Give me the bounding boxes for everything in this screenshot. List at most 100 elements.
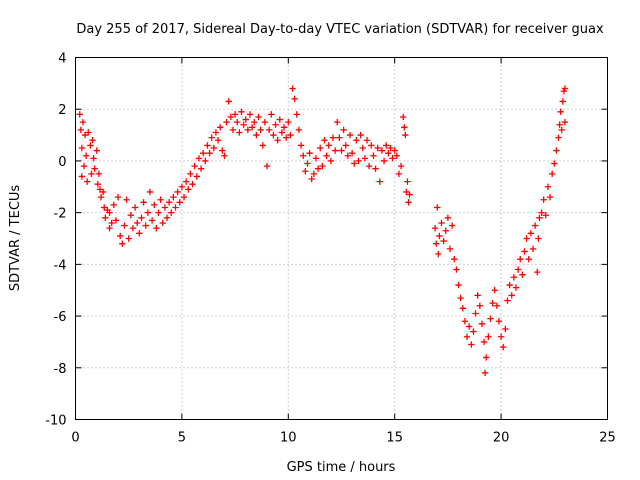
data-point: [244, 126, 252, 134]
data-point: [178, 183, 186, 190]
data-point: [208, 134, 215, 141]
data-point: [444, 214, 452, 222]
data-point: [168, 209, 175, 216]
data-point: [453, 266, 460, 273]
data-point: [270, 131, 277, 139]
data-point: [468, 341, 475, 348]
data-point: [461, 318, 469, 325]
data-point: [265, 126, 273, 134]
data-point: [236, 129, 243, 136]
data-point: [512, 284, 520, 291]
y-tick-label: -8: [54, 362, 67, 377]
data-point: [401, 124, 408, 131]
data-point: [231, 111, 239, 118]
data-point: [372, 165, 379, 172]
x-tick-label: 15: [386, 431, 403, 446]
data-point: [165, 199, 173, 206]
data-point: [459, 305, 466, 312]
data-point: [363, 137, 371, 144]
data-point: [308, 175, 315, 183]
data-point: [534, 268, 541, 276]
data-points: [76, 85, 569, 377]
data-point: [110, 201, 118, 209]
data-point: [204, 142, 211, 149]
data-point: [374, 144, 381, 152]
data-point: [129, 224, 137, 232]
data-point: [376, 178, 384, 185]
data-point: [78, 173, 86, 180]
data-point: [263, 162, 271, 170]
data-point: [314, 165, 322, 172]
data-point: [531, 222, 539, 229]
data-point: [342, 142, 349, 149]
data-point: [144, 209, 152, 216]
data-point: [489, 299, 496, 307]
data-point: [146, 188, 154, 196]
data-point: [329, 134, 337, 141]
data-point: [546, 193, 554, 201]
data-point: [285, 118, 292, 126]
data-point: [510, 274, 518, 281]
data-point: [438, 219, 445, 227]
y-axis-ticks: 4 2 0 -2 -4 -6 -8 -10: [45, 52, 608, 429]
data-point: [491, 287, 498, 294]
data-point: [248, 124, 256, 131]
data-point: [506, 281, 513, 289]
data-point: [435, 250, 442, 258]
data-point: [174, 188, 181, 196]
data-point: [400, 113, 407, 121]
data-point: [334, 118, 341, 126]
data-point: [508, 292, 515, 299]
data-point: [180, 193, 188, 201]
data-point: [151, 201, 158, 209]
data-point: [274, 137, 281, 144]
data-point: [448, 222, 456, 229]
data-point: [302, 168, 309, 175]
data-point: [182, 178, 190, 185]
x-tick-label: 5: [178, 431, 186, 446]
data-point: [159, 219, 166, 227]
data-point: [257, 126, 264, 134]
data-point: [527, 230, 535, 237]
data-point: [451, 255, 458, 263]
data-point: [551, 160, 558, 167]
data-point: [331, 147, 339, 154]
data-point: [385, 149, 392, 157]
data-point: [353, 137, 360, 144]
data-point: [251, 118, 258, 126]
data-point: [93, 147, 100, 154]
data-point: [327, 157, 335, 165]
x-tick-label: 25: [599, 431, 616, 446]
data-point: [538, 209, 545, 216]
data-point: [521, 248, 528, 255]
data-point: [323, 152, 330, 159]
data-point: [556, 121, 563, 128]
data-point: [95, 170, 103, 178]
data-point: [134, 219, 141, 227]
data-point: [540, 196, 547, 203]
data-point: [161, 204, 169, 211]
data-point: [114, 193, 122, 201]
x-tick-label: 10: [280, 431, 297, 446]
data-point: [542, 212, 549, 219]
y-tick-label: 4: [58, 52, 66, 67]
y-tick-label: 0: [58, 155, 66, 170]
data-point: [108, 219, 115, 227]
data-point: [442, 227, 449, 234]
data-point: [476, 302, 484, 309]
data-point: [153, 224, 160, 232]
data-point: [312, 155, 320, 162]
data-point: [514, 266, 522, 273]
data-point: [405, 199, 412, 206]
data-point: [99, 188, 107, 196]
data-point: [227, 113, 235, 121]
data-point: [210, 144, 218, 152]
data-point: [280, 124, 288, 131]
y-tick-label: 2: [58, 103, 66, 118]
data-point: [219, 147, 226, 154]
data-point: [382, 142, 390, 149]
data-point: [299, 152, 307, 159]
data-point: [94, 181, 102, 188]
data-point: [455, 281, 462, 289]
